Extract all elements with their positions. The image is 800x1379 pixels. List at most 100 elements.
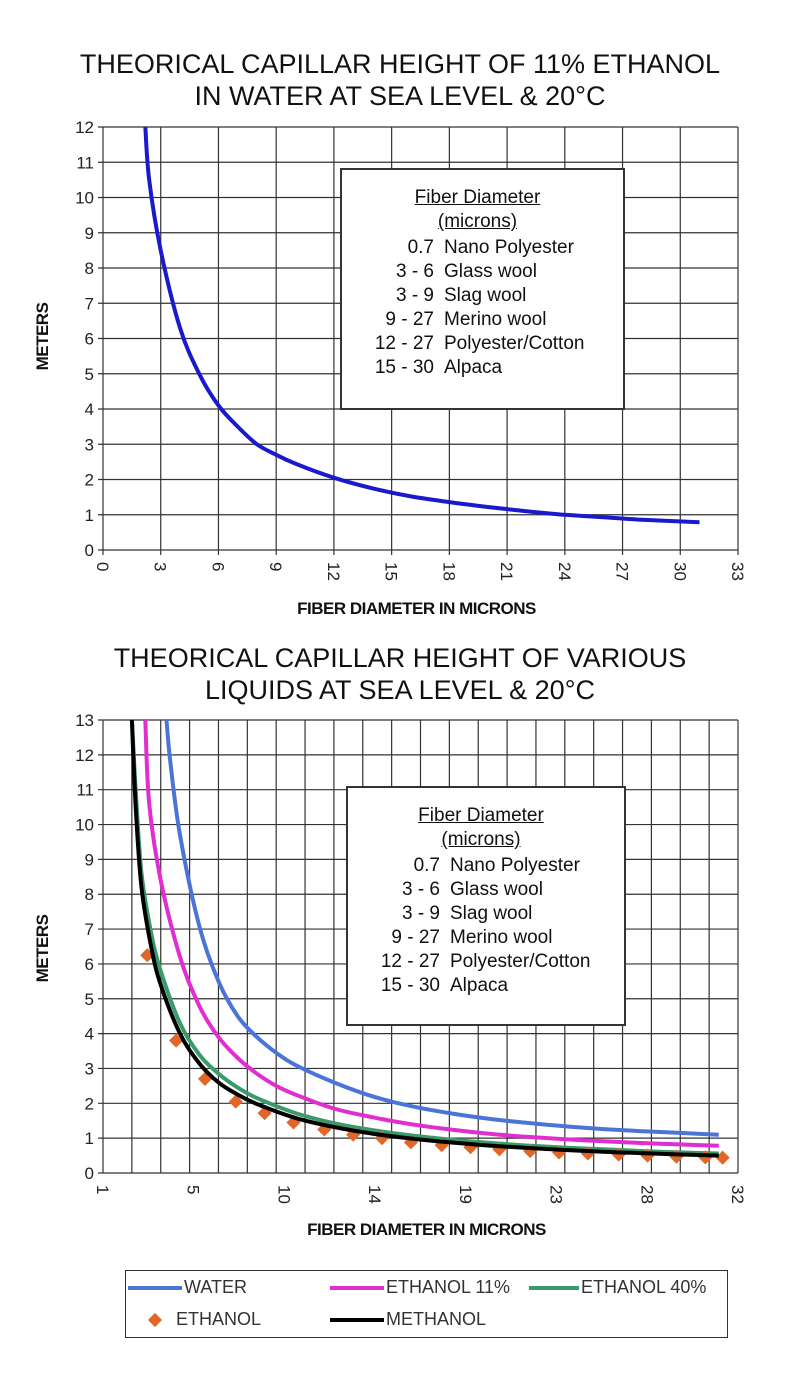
info-box-row: 9 - 27 Merino wool xyxy=(348,926,614,950)
legend-item-ethanol-40: ETHANOL 40% xyxy=(529,1277,706,1298)
chart1-title-line2: IN WATER AT SEA LEVEL & 20°C xyxy=(194,81,606,111)
y-tick-label: 1 xyxy=(85,506,94,525)
series-water-line xyxy=(164,719,719,1137)
fiber-diameter-range: 0.7 xyxy=(413,855,440,876)
y-tick-label: 2 xyxy=(85,1094,94,1113)
series-curve-line xyxy=(143,126,700,525)
series-methanol-line xyxy=(129,719,719,1158)
x-tick-label: 3 xyxy=(151,562,170,571)
y-axis-label: METERS xyxy=(33,914,52,982)
chart2-info-box: Fiber Diameter (microns) 0.7 Nano Polyest… xyxy=(346,786,626,1026)
fiber-diameter-range: 12 - 27 xyxy=(374,333,434,354)
legend-marker-ethanol xyxy=(147,1312,163,1327)
legend-item-ethanol: ETHANOL xyxy=(128,1309,261,1330)
x-tick-label: 9 xyxy=(266,562,285,571)
y-tick-label: 7 xyxy=(85,294,94,313)
chart2-legend: WATER ETHANOL 11% ETHANOL 40% ETHANOL ME… xyxy=(125,1270,728,1338)
chart2-title: THEORICAL CAPILLAR HEIGHT OF VARIOUS LIQ… xyxy=(0,642,800,706)
fiber-diameter-range: 15 - 30 xyxy=(374,357,434,378)
x-tick-label: 6 xyxy=(208,562,227,571)
info-box-row: 3 - 9 Slag wool xyxy=(342,284,613,308)
info-box-row: 15 - 30 Alpaca xyxy=(348,974,614,998)
x-tick-label: 0 xyxy=(93,562,112,571)
x-tick-label: 33 xyxy=(728,562,747,581)
x-tick-label: 12 xyxy=(324,562,343,581)
info-box-row: 12 - 27 Polyester/Cotton xyxy=(348,950,614,974)
info-box-row: 3 - 6 Glass wool xyxy=(342,260,613,284)
fiber-diameter-range: 15 - 30 xyxy=(380,975,440,996)
chart2-title-line1: THEORICAL CAPILLAR HEIGHT OF VARIOUS xyxy=(113,643,687,673)
chart1-title-line1: THEORICAL CAPILLAR HEIGHT OF 11% ETHANOL xyxy=(79,49,721,79)
x-tick-label: 30 xyxy=(670,562,689,581)
y-tick-label: 3 xyxy=(85,1059,94,1078)
legend-item-methanol: METHANOL xyxy=(330,1309,486,1330)
legend-swatch-water xyxy=(128,1285,182,1290)
legend-item-water: WATER xyxy=(128,1277,247,1298)
y-tick-label: 6 xyxy=(85,955,94,974)
y-tick-label: 5 xyxy=(85,365,94,384)
legend-label-water: WATER xyxy=(184,1277,247,1297)
y-tick-label: 3 xyxy=(85,435,94,454)
legend-swatch-ethanol-40 xyxy=(529,1285,579,1290)
info-box-row: 15 - 30 Alpaca xyxy=(342,356,613,380)
fiber-name: Glass wool xyxy=(444,261,537,282)
y-tick-label: 13 xyxy=(75,711,94,730)
info-box-row: 12 - 27 Polyester/Cotton xyxy=(342,332,613,356)
y-tick-label: 8 xyxy=(85,885,94,904)
x-tick-label: 14 xyxy=(365,1185,384,1204)
y-tick-label: 10 xyxy=(75,816,94,835)
fiber-diameter-range: 3 - 6 xyxy=(395,261,434,282)
y-tick-label: 11 xyxy=(76,781,94,800)
legend-swatch-methanol xyxy=(330,1317,384,1322)
y-tick-label: 7 xyxy=(85,920,94,939)
y-tick-label: 11 xyxy=(76,153,94,172)
x-tick-label: 28 xyxy=(637,1185,656,1204)
chart1-title: THEORICAL CAPILLAR HEIGHT OF 11% ETHANOL… xyxy=(0,48,800,112)
x-tick-label: 23 xyxy=(547,1185,566,1204)
fiber-name: Polyester/Cotton xyxy=(450,951,591,972)
fiber-name: Glass wool xyxy=(450,879,543,900)
y-tick-label: 1 xyxy=(85,1129,94,1148)
y-tick-label: 0 xyxy=(85,1164,94,1183)
fiber-diameter-range: 9 - 27 xyxy=(385,309,434,330)
fiber-name: Slag wool xyxy=(444,285,527,306)
series-ethanol-point xyxy=(715,1150,730,1165)
fiber-name: Nano Polyester xyxy=(444,237,574,258)
x-tick-label: 15 xyxy=(382,562,401,581)
fiber-name: Polyester/Cotton xyxy=(444,333,585,354)
x-axis-label: FIBER DIAMETER IN MICRONS xyxy=(297,599,536,618)
fiber-diameter-range: 3 - 9 xyxy=(395,285,434,306)
info-box-row: 9 - 27 Merino wool xyxy=(342,308,613,332)
x-tick-label: 32 xyxy=(728,1185,747,1204)
legend-swatch-ethanol-11 xyxy=(330,1285,384,1290)
x-tick-label: 1 xyxy=(93,1185,112,1194)
y-tick-label: 12 xyxy=(75,746,94,765)
fiber-name: Alpaca xyxy=(444,357,503,378)
y-tick-label: 5 xyxy=(85,990,94,1009)
series-ethanol-11-line xyxy=(143,719,719,1148)
fiber-diameter-range: 12 - 27 xyxy=(380,951,440,972)
y-tick-label: 4 xyxy=(85,400,94,419)
y-tick-label: 8 xyxy=(85,259,94,278)
chart1-info-box: Fiber Diameter (microns) 0.7 Nano Polyest… xyxy=(340,168,625,410)
x-tick-label: 18 xyxy=(439,562,458,581)
y-tick-label: 10 xyxy=(75,189,94,208)
y-axis-label: METERS xyxy=(33,302,52,370)
info-box-row: 0.7 Nano Polyester xyxy=(348,854,614,878)
fiber-diameter-range: 0.7 xyxy=(407,237,434,258)
fiber-name: Slag wool xyxy=(450,903,533,924)
x-tick-label: 19 xyxy=(456,1185,475,1204)
y-tick-label: 0 xyxy=(85,541,94,560)
fiber-name: Alpaca xyxy=(450,975,509,996)
legend-item-ethanol-11: ETHANOL 11% xyxy=(330,1277,510,1298)
info-box-subheader: (microns) xyxy=(441,829,521,850)
fiber-diameter-range: 3 - 6 xyxy=(401,879,440,900)
legend-label-ethanol-11: ETHANOL 11% xyxy=(386,1277,511,1297)
info-box-header: Fiber Diameter xyxy=(414,187,541,208)
series-ethanol-point xyxy=(228,1094,243,1109)
info-box-row: 3 - 6 Glass wool xyxy=(348,878,614,902)
fiber-name: Merino wool xyxy=(444,309,547,330)
info-box-row: 3 - 9 Slag wool xyxy=(348,902,614,926)
x-axis-label: FIBER DIAMETER IN MICRONS xyxy=(307,1220,546,1239)
